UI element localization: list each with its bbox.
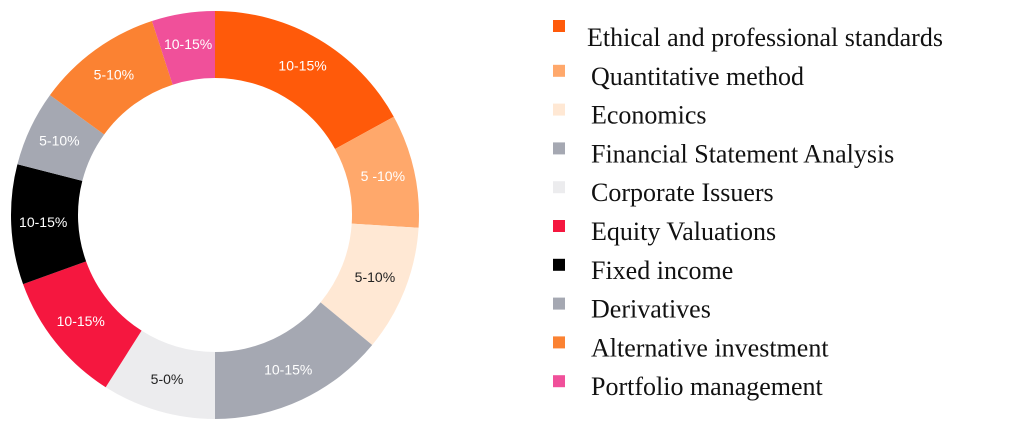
- legend-swatch: [553, 336, 565, 349]
- legend-label: Quantitative method: [591, 62, 804, 91]
- slice-label: 5-0%: [151, 371, 184, 387]
- legend-swatch: [553, 258, 565, 271]
- donut-slice: [215, 302, 373, 419]
- legend-label: Equity Valuations: [591, 217, 776, 246]
- slice-label: 10-15%: [19, 214, 67, 230]
- legend-label: Fixed income: [591, 256, 733, 285]
- donut-slice: [10, 164, 87, 285]
- legend-swatch: [553, 220, 565, 232]
- donut-slice: [49, 20, 173, 135]
- donut-slice: [215, 11, 394, 149]
- donut-slice: [151, 11, 215, 85]
- legend-swatch: [553, 103, 565, 116]
- legend-label: Derivatives: [591, 295, 711, 324]
- donut-slice: [17, 95, 105, 181]
- slice-label: 5-10%: [355, 269, 395, 285]
- donut-slice: [320, 223, 419, 346]
- legend-label: Alternative investment: [591, 333, 829, 362]
- slice-label: 5-10%: [94, 67, 134, 83]
- legend-swatch: [553, 64, 565, 77]
- legend-swatch: [553, 20, 565, 32]
- legend-label: Economics: [591, 101, 707, 130]
- donut-slice: [23, 261, 142, 388]
- legend-swatch: [553, 297, 565, 310]
- slice-label: 10-15%: [164, 36, 212, 52]
- legend-label: Financial Statement Analysis: [591, 139, 894, 168]
- legend-label: Portfolio management: [591, 372, 824, 401]
- slice-label: 10-15%: [264, 361, 312, 377]
- donut-slice: [105, 330, 215, 419]
- legend-label: Corporate Issuers: [591, 178, 774, 207]
- legend-label: Ethical and professional standards: [587, 23, 943, 52]
- legend-swatch: [553, 142, 565, 155]
- donut-slice: [335, 116, 419, 228]
- slice-label: 10-15%: [278, 58, 326, 74]
- legend-swatch: [553, 375, 565, 388]
- slice-label: 5 -10%: [361, 168, 405, 184]
- slice-label: 5-10%: [39, 132, 79, 148]
- slice-label: 10-15%: [57, 313, 105, 329]
- legend-swatch: [553, 181, 565, 194]
